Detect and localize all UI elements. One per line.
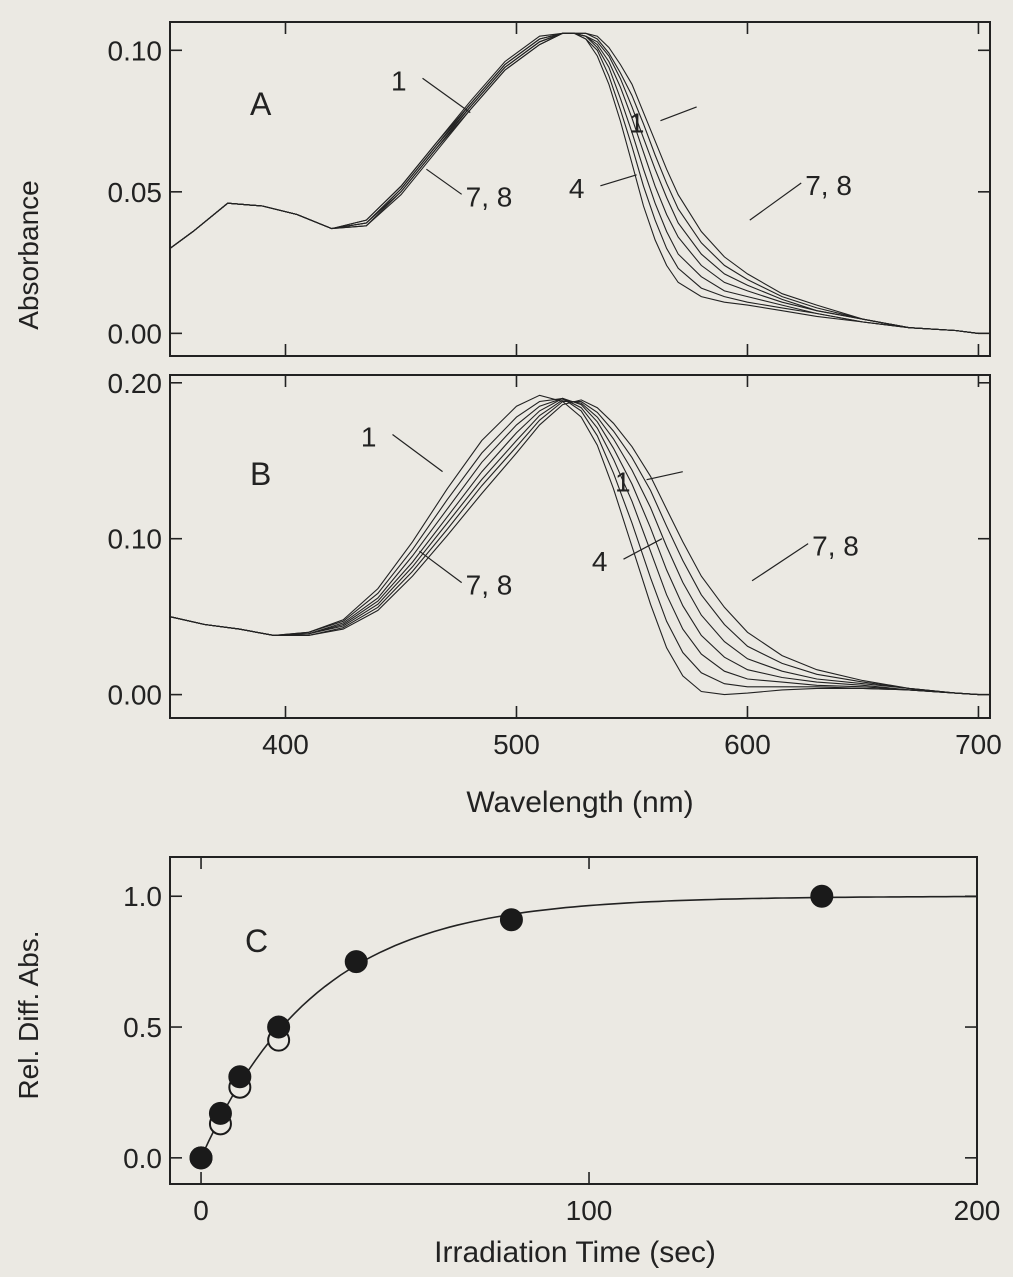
panel-a-frame — [169, 21, 991, 357]
panel-b-annotation-label: 7, 8 — [812, 531, 859, 562]
panel-c-filled-point — [267, 1015, 291, 1039]
panel-b-ticks: 400 500 600 700 0.00 0.10 0.20 — [108, 368, 1002, 760]
panel-a-annotation-label: 1 — [629, 108, 645, 139]
panel-c-frame — [169, 856, 978, 1185]
panel-c-x-tick-label: 0 — [193, 1195, 209, 1226]
panel-b-spectrum-line — [169, 397, 979, 696]
panel-b-x-tick-label: 600 — [724, 729, 771, 760]
panel-b-x-tick-label: 500 — [493, 729, 540, 760]
panel-c-x-tick-label: 200 — [954, 1195, 1001, 1226]
panel-c: 0 100 200 0.0 0.5 1.0 C Rel. Diff. Abs. Irrad… — [13, 856, 1000, 1269]
panel-b-label: B — [250, 456, 271, 492]
panel-b-y-tick-label: 0.00 — [108, 680, 163, 711]
panel-c-y-tick-label: 0.0 — [123, 1143, 162, 1174]
panel-b-annotation-leader — [751, 543, 809, 582]
panel-b-frame — [169, 374, 991, 719]
panel-b-annotation-label: 4 — [592, 546, 608, 577]
panel-a-annotation-label: 4 — [569, 173, 585, 204]
panel-a-annotation-leader — [660, 106, 697, 122]
panel-b-spectrum-line — [169, 397, 979, 696]
panel-a-annotation-leader — [600, 174, 637, 187]
panel-c-x-axis-label: Irradiation Time (sec) — [434, 1236, 716, 1269]
panel-a-annotation-leader — [422, 77, 471, 114]
panel-c-x-tick-label: 100 — [566, 1195, 613, 1226]
panel-c-y-axis-label: Rel. Diff. Abs. — [13, 930, 44, 1099]
panel-a-y-axis-label: Absorbance — [13, 180, 44, 329]
panel-b-annotation-leader — [392, 434, 443, 473]
panel-b-y-tick-label: 0.10 — [108, 524, 163, 555]
panel-a-annotation-leader — [426, 168, 463, 195]
panel-b-annotation-label: 1 — [361, 421, 377, 452]
panel-c-points — [189, 884, 834, 1170]
panel-b-y-tick-label: 0.20 — [108, 368, 163, 399]
panel-b-spectrum-line — [169, 399, 979, 696]
panel-b-spectrum-line — [169, 399, 979, 696]
panel-a-annotations: 1 7, 8 1 4 7, 8 — [391, 65, 852, 221]
panel-b-x-axis-label: Wavelength (nm) — [466, 786, 693, 819]
panel-c-label: C — [245, 923, 268, 959]
panel-c-y-tick-label: 1.0 — [123, 881, 162, 912]
panel-c-filled-point — [344, 950, 368, 974]
panel-b-annotations: 1 7, 8 1 4 7, 8 — [361, 421, 859, 600]
panel-a-annotation-leader — [749, 182, 802, 221]
panel-c-filled-point — [499, 908, 523, 932]
panel-b: 400 500 600 700 0.00 0.10 0.20 1 7, 8 1 4 7, 8 B W… — [108, 368, 1002, 819]
panel-b-annotation-leader — [646, 471, 683, 481]
panel-a-spectrum-line — [169, 32, 979, 334]
panel-b-curves — [169, 394, 979, 696]
panel-b-spectrum-line — [169, 397, 979, 696]
panel-a-y-tick-label: 0.00 — [108, 318, 163, 349]
panel-a-annotation-label: 7, 8 — [466, 181, 513, 212]
panel-a-annotation-label: 7, 8 — [805, 170, 852, 201]
panel-a-label: A — [250, 86, 272, 122]
panel-c-ticks: 0 100 200 0.0 0.5 1.0 — [123, 857, 1000, 1226]
panel-b-annotation-leader — [419, 550, 463, 584]
panel-b-annotation-label: 1 — [615, 467, 631, 498]
panel-a-y-tick-label: 0.10 — [108, 35, 163, 66]
panel-c-y-tick-label: 0.5 — [123, 1012, 162, 1043]
panel-c-filled-point — [228, 1065, 252, 1089]
panel-c-filled-point — [208, 1101, 232, 1125]
panel-a-ticks: 0.00 0.05 0.10 — [108, 22, 990, 356]
panel-c-filled-point — [810, 884, 834, 908]
panel-a: 0.00 0.05 0.10 1 7, 8 1 4 7, 8 A Absorbance — [13, 21, 991, 357]
panel-a-curves — [169, 32, 979, 334]
panel-c-filled-point — [189, 1146, 213, 1170]
panel-c-fit-curve — [200, 895, 977, 1159]
panel-b-annotation-label: 7, 8 — [466, 570, 513, 601]
panel-a-annotation-label: 1 — [391, 65, 407, 96]
panel-b-spectrum-line — [169, 394, 979, 696]
panel-b-spectrum-line — [169, 400, 979, 696]
panel-b-annotation-leader — [623, 538, 663, 560]
panel-a-y-tick-label: 0.05 — [108, 177, 163, 208]
panel-c-fit — [200, 895, 977, 1159]
panel-b-x-tick-label: 400 — [262, 729, 309, 760]
panel-b-x-tick-label: 700 — [955, 729, 1002, 760]
